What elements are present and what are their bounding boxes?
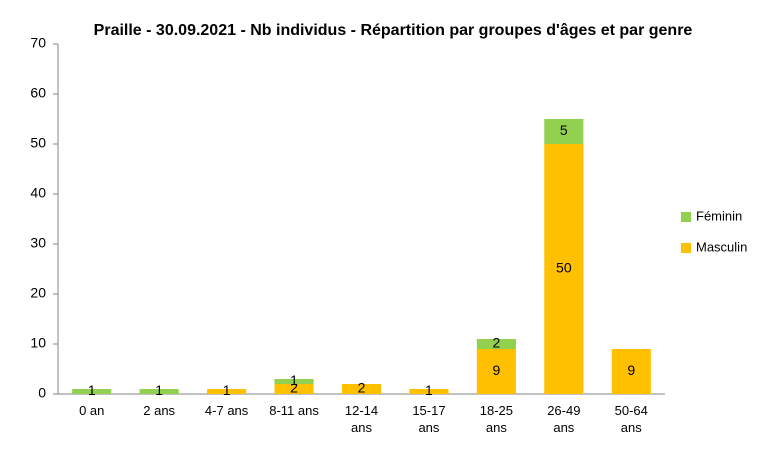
y-tick-label: 50 (30, 135, 46, 151)
data-label: 2 (358, 380, 366, 396)
bar-segment (274, 379, 314, 384)
bar-segment (544, 119, 584, 144)
chart-title: Praille - 30.09.2021 - Nb individus - Ré… (93, 22, 693, 39)
y-tick-label: 40 (30, 185, 46, 201)
bar-segment (207, 389, 247, 394)
data-label: 1 (290, 372, 298, 388)
x-tick-label: 26-49 ans (547, 403, 581, 435)
data-label: 9 (492, 362, 500, 378)
bar-segment (341, 384, 382, 394)
x-tick-label: 8-11 ans (269, 403, 319, 418)
x-tick-label: 50-64 ans (614, 403, 648, 435)
x-tick-label: 0 an (79, 403, 105, 418)
legend-label: Masculin (696, 239, 747, 254)
y-tick-label: 60 (30, 85, 46, 101)
x-tick-label: 15-17 ans (412, 403, 446, 435)
data-label: 9 (627, 362, 635, 378)
y-tick-label: 30 (30, 235, 46, 251)
bar-segment (72, 389, 112, 394)
bar-segment (409, 389, 449, 394)
data-label: 1 (88, 382, 96, 398)
x-tick-label: 12-14 ans (344, 403, 379, 435)
bar-segment (139, 389, 179, 394)
x-tick-label: 18-25 ans (479, 403, 513, 435)
data-label: 1 (223, 382, 231, 398)
data-label: 2 (492, 335, 500, 351)
bar-segment (274, 384, 314, 394)
y-tick-label: 70 (30, 35, 46, 51)
x-tick-label: 4-7 ans (204, 403, 249, 418)
data-label: 2 (290, 380, 298, 396)
y-tick-label: 10 (30, 335, 46, 351)
data-label: 1 (155, 382, 163, 398)
bar-segment (544, 144, 584, 394)
bar-segment (476, 339, 516, 349)
y-tick-label: 0 (38, 385, 46, 401)
data-label: 5 (560, 122, 568, 138)
data-label: 1 (425, 382, 433, 398)
legend-swatch (681, 212, 691, 222)
bar-segment (476, 349, 516, 394)
legend-label: Féminin (696, 208, 742, 223)
data-label: 50 (556, 260, 572, 276)
legend-swatch (681, 243, 691, 253)
bar-segment (611, 349, 651, 394)
x-tick-label: 2 ans (143, 403, 176, 418)
y-tick-label: 20 (30, 285, 46, 301)
